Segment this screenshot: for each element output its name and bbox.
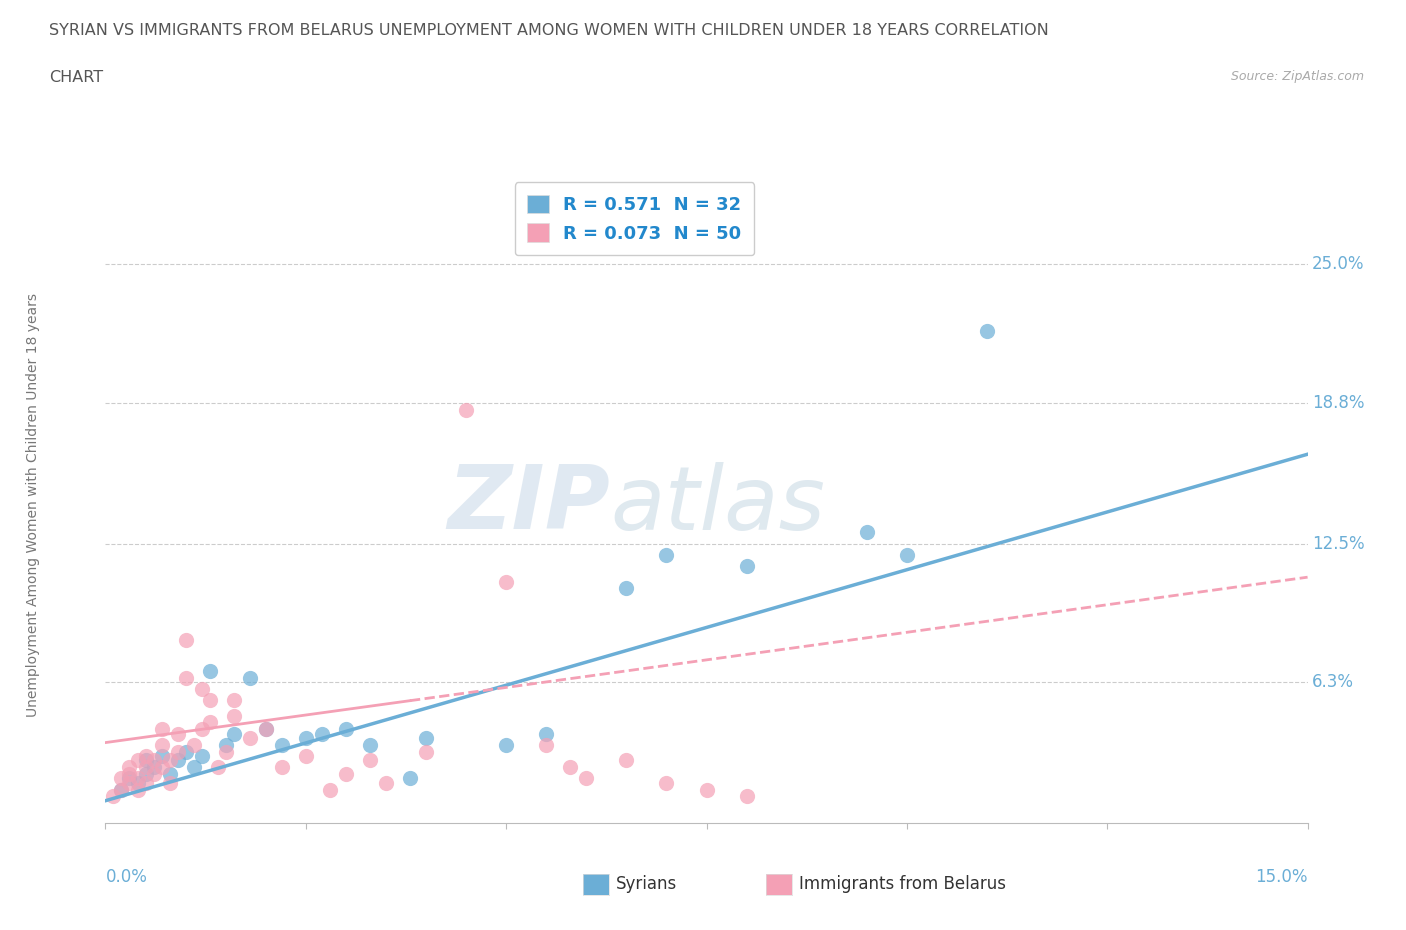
Point xyxy=(142,766,165,781)
Point xyxy=(127,782,149,797)
Point xyxy=(254,722,277,737)
Point xyxy=(174,671,197,685)
Point xyxy=(110,782,132,797)
Point xyxy=(295,731,318,746)
Point xyxy=(214,744,236,759)
Point xyxy=(534,726,557,741)
Point xyxy=(415,744,437,759)
Point xyxy=(495,737,517,752)
Point xyxy=(127,776,149,790)
Point xyxy=(150,749,173,764)
Point xyxy=(198,715,221,730)
Point xyxy=(207,760,229,775)
Point xyxy=(135,776,157,790)
Point xyxy=(183,760,205,775)
Text: 0.0%: 0.0% xyxy=(105,868,148,885)
Point xyxy=(359,737,381,752)
Text: Unemployment Among Women with Children Under 18 years: Unemployment Among Women with Children U… xyxy=(27,293,41,716)
Text: ZIP: ZIP xyxy=(447,461,610,548)
Point xyxy=(190,682,212,697)
Point xyxy=(118,760,141,775)
Point xyxy=(399,771,422,786)
Point xyxy=(222,726,245,741)
Point xyxy=(222,709,245,724)
Point xyxy=(174,744,197,759)
Point xyxy=(198,693,221,708)
Text: 15.0%: 15.0% xyxy=(1256,868,1308,885)
Point xyxy=(166,726,188,741)
Point xyxy=(335,766,357,781)
Point xyxy=(110,782,132,797)
Point xyxy=(311,726,333,741)
Point xyxy=(239,671,262,685)
Text: 12.5%: 12.5% xyxy=(1312,535,1364,552)
Point xyxy=(118,766,141,781)
Point xyxy=(183,737,205,752)
Point xyxy=(110,771,132,786)
Text: 6.3%: 6.3% xyxy=(1312,673,1354,691)
Point xyxy=(214,737,236,752)
Point xyxy=(103,789,125,804)
Point xyxy=(150,737,173,752)
Point xyxy=(135,753,157,768)
Point xyxy=(159,753,181,768)
Point xyxy=(735,559,758,574)
Point xyxy=(616,753,638,768)
Point xyxy=(319,782,342,797)
Point xyxy=(159,776,181,790)
Point xyxy=(127,771,149,786)
Point xyxy=(166,744,188,759)
Text: CHART: CHART xyxy=(49,70,103,85)
Point xyxy=(335,722,357,737)
Point xyxy=(135,749,157,764)
Point xyxy=(655,548,678,563)
Text: Source: ZipAtlas.com: Source: ZipAtlas.com xyxy=(1230,70,1364,83)
Point xyxy=(166,753,188,768)
Point xyxy=(735,789,758,804)
Text: 25.0%: 25.0% xyxy=(1312,255,1364,273)
Point xyxy=(150,760,173,775)
Point xyxy=(150,722,173,737)
Point xyxy=(374,776,398,790)
Point xyxy=(655,776,678,790)
Point xyxy=(159,766,181,781)
Point xyxy=(190,722,212,737)
Point xyxy=(415,731,437,746)
Point xyxy=(270,737,292,752)
Point xyxy=(359,753,381,768)
Point xyxy=(454,402,477,417)
Point xyxy=(295,749,318,764)
Text: SYRIAN VS IMMIGRANTS FROM BELARUS UNEMPLOYMENT AMONG WOMEN WITH CHILDREN UNDER 1: SYRIAN VS IMMIGRANTS FROM BELARUS UNEMPL… xyxy=(49,23,1049,38)
Point xyxy=(575,771,598,786)
Point xyxy=(616,581,638,596)
Text: Syrians: Syrians xyxy=(616,875,678,894)
Point xyxy=(198,664,221,679)
Point xyxy=(239,731,262,746)
Point xyxy=(534,737,557,752)
Point xyxy=(118,771,141,786)
Point xyxy=(696,782,718,797)
Point xyxy=(560,760,582,775)
Point xyxy=(270,760,292,775)
Point xyxy=(142,753,165,768)
Legend: R = 0.571  N = 32, R = 0.073  N = 50: R = 0.571 N = 32, R = 0.073 N = 50 xyxy=(515,182,754,256)
Point xyxy=(896,548,918,563)
Point xyxy=(118,776,141,790)
Point xyxy=(127,753,149,768)
Point xyxy=(222,693,245,708)
Point xyxy=(495,574,517,589)
Point xyxy=(855,525,877,540)
Text: 18.8%: 18.8% xyxy=(1312,393,1364,412)
Point xyxy=(142,760,165,775)
Point xyxy=(174,632,197,647)
Point xyxy=(254,722,277,737)
Point xyxy=(135,760,157,775)
Text: Immigrants from Belarus: Immigrants from Belarus xyxy=(799,875,1005,894)
Point xyxy=(976,324,998,339)
Text: atlas: atlas xyxy=(610,461,825,548)
Point xyxy=(135,766,157,781)
Point xyxy=(190,749,212,764)
